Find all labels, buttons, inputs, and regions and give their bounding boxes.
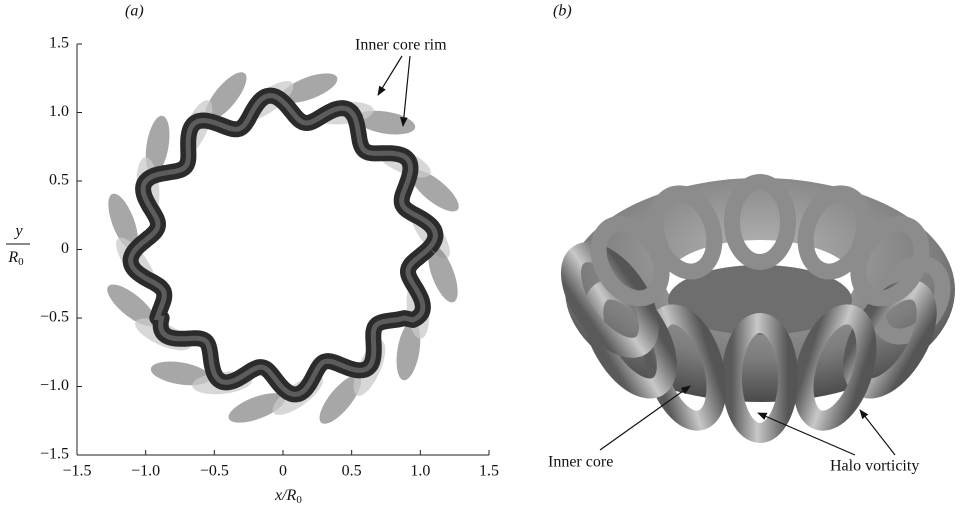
panel-label: (a) <box>125 3 144 20</box>
y-tick-label: −0.5 <box>40 309 69 326</box>
figure: (a) x/R0 y R0 Inner core rim −1.5 −1.0 −0.… <box>0 0 972 514</box>
y-tick-label: 0 <box>61 240 69 257</box>
y-label-numerator: y <box>13 223 23 240</box>
x-tick-label: 0 <box>279 463 287 480</box>
y-tick-label: −1.5 <box>40 446 69 463</box>
annotation: Inner core <box>548 454 613 471</box>
panel-label: (b) <box>553 3 572 20</box>
annotation: Halo vorticity <box>830 458 919 475</box>
y-tick-label: 1.0 <box>49 103 69 120</box>
x-tick-label: 0.5 <box>342 463 362 480</box>
arrow <box>860 410 895 455</box>
y-tick-label: 0.5 <box>49 172 69 189</box>
halo-lobes <box>101 66 464 429</box>
arrow <box>403 56 410 126</box>
x-tick-label: −1.5 <box>62 463 91 480</box>
x-tick-label: 1.5 <box>479 463 499 480</box>
panel-b: (b) Inner core Halo vorticity <box>548 3 956 475</box>
x-axis-label: x/R0 <box>274 487 302 506</box>
x-tick-label: −0.5 <box>200 463 229 480</box>
y-tick-label: −1.0 <box>40 377 69 394</box>
arrow <box>378 56 402 95</box>
y-tick-label: 1.5 <box>49 35 69 52</box>
x-tick-label: −1.0 <box>131 463 160 480</box>
annotation: Inner core rim <box>355 37 447 54</box>
y-label-denominator: R0 <box>7 249 24 268</box>
x-tick-label: 1.0 <box>410 463 430 480</box>
panel-a: (a) x/R0 y R0 Inner core rim −1.5 −1.0 −0.… <box>6 3 499 506</box>
